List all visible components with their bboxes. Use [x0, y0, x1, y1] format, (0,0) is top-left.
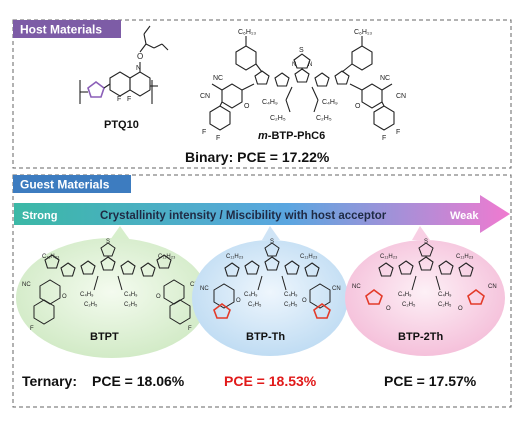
guest-materials-panel: Guest Materials Strong Crystallinity int…	[12, 174, 512, 408]
btp-2th-structure	[378, 242, 474, 291]
host-header: Host Materials	[20, 23, 102, 37]
btp-2th-c11h23-right: C₁₁H₂₃	[456, 254, 474, 260]
btp-th-o-right: O	[302, 298, 307, 304]
acceptor-core-s: S	[299, 47, 304, 54]
btp-th-o-left: O	[236, 298, 241, 304]
btp-2th-c4h9-a: C₄H₉	[398, 292, 412, 298]
btpt-pce: PCE = 18.06%	[92, 373, 185, 389]
acceptor-c6h13-right: C₆H₁₃	[354, 29, 372, 36]
btp-2th-nc: NC	[352, 284, 361, 290]
ptq10-atom-o: O	[137, 52, 143, 61]
btp-2th-thiophene-left	[365, 289, 383, 305]
binary-pce: Binary: PCE = 17.22%	[185, 149, 330, 165]
btpt-f-right: F	[188, 326, 192, 332]
acceptor-cn-left-2: CN	[200, 93, 210, 100]
acceptor-c2h5-a: C₂H₅	[270, 115, 286, 122]
acceptor-f-right-1: F	[396, 129, 400, 136]
btp-2th-c2h5-a: C₂H₅	[402, 302, 416, 308]
acceptor-label-suffix: -BTP-PhC6	[268, 130, 325, 142]
bubble-btp-2th: C₁₁H₂₃ C₁₁H₂₃ S C₄H₉ C₄H₉ C₂H₅ C₂H₅ NC C…	[345, 226, 505, 356]
btpt-f-left: F	[30, 326, 34, 332]
btp-2th-o-right: O	[458, 306, 463, 312]
btpt-structure	[33, 242, 191, 325]
m-btp-phc6-structure	[209, 36, 395, 131]
bubble-btpt-pointer	[110, 226, 130, 240]
acceptor-label-prefix: m	[258, 130, 268, 142]
acceptor-c4h9-a: C₄H₉	[262, 99, 278, 106]
btp-th-s: S	[270, 239, 274, 245]
host-materials-panel: Host Materials O N F F PTQ10	[12, 19, 512, 169]
ternary-label: Ternary:	[22, 373, 77, 389]
acceptor-core-n2: N	[308, 62, 312, 68]
bubble-btp-2th-pointer	[412, 226, 430, 240]
acceptor-f-right-2: F	[382, 135, 386, 142]
acceptor-o-left: O	[244, 103, 250, 110]
acceptor-c2h5-b: C₂H₅	[316, 115, 332, 122]
ptq10-atom-n1: N	[136, 65, 141, 72]
guest-header-bg	[13, 175, 131, 193]
btp-2th-cn: CN	[488, 284, 497, 290]
bubble-btp-2th-bg	[345, 240, 505, 356]
acceptor-c6h13-left: C₆H₁₃	[238, 29, 256, 36]
arrow-label-strong: Strong	[22, 210, 57, 222]
btp-th-c2h5-b: C₂H₅	[284, 302, 298, 308]
btpt-c4h9-a: C₄H₉	[80, 292, 94, 298]
acceptor-o-right: O	[355, 103, 361, 110]
btp-th-c2h5-a: C₂H₅	[248, 302, 262, 308]
ptq10-structure	[79, 25, 169, 104]
guest-panel-border	[12, 174, 512, 408]
btp-th-c11h23-right: C₁₁H₂₃	[300, 254, 318, 260]
btp-2th-pce: PCE = 17.57%	[384, 373, 477, 389]
bubble-btpt: C₁₁H₂₃ C₁₁H₂₃ S C₄H₉ C₄H₉ C₂H₅ C₂H₅ NC C…	[16, 226, 208, 358]
btp-th-pce: PCE = 18.53%	[224, 373, 317, 389]
btp-2th-s: S	[424, 239, 428, 245]
btp-2th-o-left: O	[386, 306, 391, 312]
btp-th-cn: CN	[332, 286, 341, 292]
acceptor-core-n1: N	[292, 62, 296, 68]
host-panel-border	[12, 19, 512, 169]
btp-th-c4h9-a: C₄H₉	[244, 292, 258, 298]
btpt-c2h5-b: C₂H₅	[124, 302, 138, 308]
btp-2th-c2h5-b: C₂H₅	[438, 302, 452, 308]
btp-2th-label: BTP-2Th	[398, 331, 444, 343]
btpt-label: BTPT	[90, 331, 119, 343]
acceptor-cn-right-1: NC	[380, 75, 390, 82]
acceptor-label: m-BTP-PhC6	[258, 130, 325, 142]
btp-2th-thiophene-right	[467, 289, 485, 305]
host-header-bg	[13, 20, 121, 38]
guest-header: Guest Materials	[20, 178, 110, 192]
btpt-c11h23-left: C₁₁H₂₃	[42, 254, 60, 260]
ptq10-atom-f1: F	[117, 96, 121, 103]
btp-th-c11h23-left: C₁₁H₂₃	[226, 254, 244, 260]
acceptor-cn-right-2: CN	[396, 93, 406, 100]
btp-2th-c4h9-b: C₄H₉	[438, 292, 452, 298]
btpt-nc: NC	[22, 282, 31, 288]
btp-th-structure	[213, 242, 331, 309]
bubble-btp-th-pointer	[262, 226, 280, 240]
btp-th-thiophene-left	[213, 303, 231, 319]
btpt-c4h9-b: C₄H₉	[124, 292, 138, 298]
btp-2th-c11h23-left: C₁₁H₂₃	[380, 254, 398, 260]
bubble-btp-th: C₁₁H₂₃ C₁₁H₂₃ S C₄H₉ C₄H₉ C₂H₅ C₂H₅ NC C…	[192, 226, 348, 356]
acceptor-c4h9-b: C₄H₉	[322, 99, 338, 106]
acceptor-f-left-1: F	[202, 129, 206, 136]
btp-th-thiophene-right	[313, 303, 331, 319]
bubble-btp-th-bg	[192, 240, 348, 356]
btpt-o-left: O	[62, 294, 67, 300]
btpt-o-right: O	[156, 294, 161, 300]
btpt-c2h5-a: C₂H₅	[84, 302, 98, 308]
arrow-label-weak: Weak	[450, 210, 479, 222]
acceptor-cn-left-1: NC	[213, 75, 223, 82]
btp-th-nc: NC	[200, 286, 209, 292]
btp-th-c4h9-b: C₄H₉	[284, 292, 298, 298]
ptq10-atom-f2: F	[127, 96, 131, 103]
acceptor-f-left-2: F	[216, 135, 220, 142]
btpt-s: S	[106, 239, 110, 245]
btpt-c11h23-right: C₁₁H₂₃	[158, 254, 176, 260]
ptq10-label: PTQ10	[104, 119, 139, 131]
arrow-label-center: Crystallinity intensity / Miscibility wi…	[100, 210, 387, 222]
gradient-arrow	[14, 195, 510, 233]
btp-th-label: BTP-Th	[246, 331, 285, 343]
